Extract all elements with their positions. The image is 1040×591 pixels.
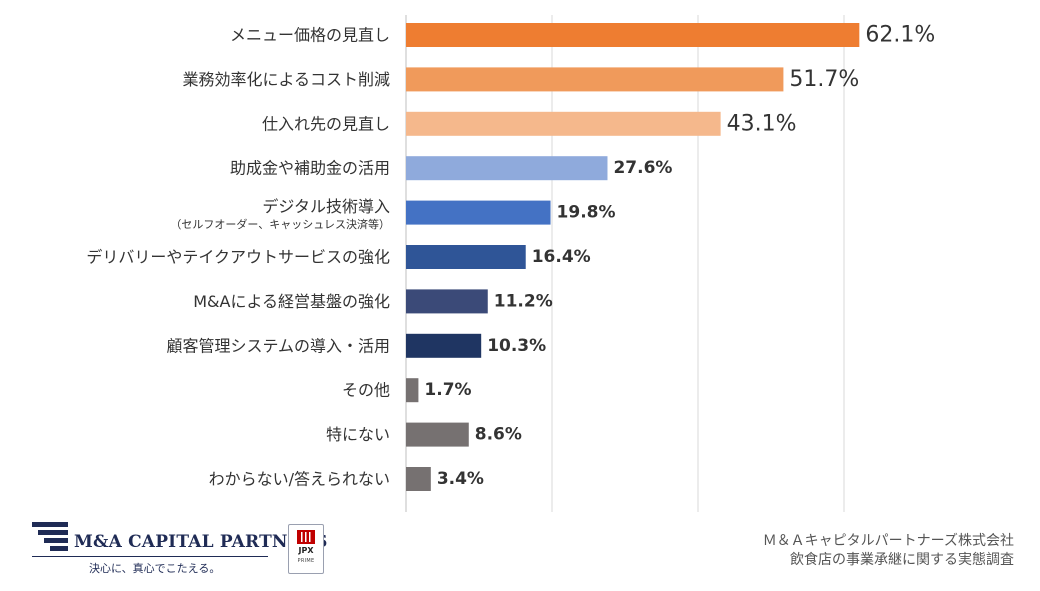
- value-label: 8.6%: [475, 425, 522, 445]
- company-logo-text: M&A CAPITAL PARTNERS: [74, 532, 328, 552]
- bar-chart: メニュー価格の見直し業務効率化によるコスト削減仕入れ先の見直し助成金や補助金の活…: [86, 15, 935, 512]
- category-label: メニュー価格の見直し: [230, 26, 390, 45]
- value-label: 10.3%: [487, 336, 546, 356]
- jpx-prime-badge: JPX PRIME: [288, 524, 324, 574]
- bars: [406, 23, 860, 491]
- bar: [406, 245, 526, 269]
- bar: [406, 67, 784, 92]
- value-label: 51.7%: [789, 67, 859, 92]
- source-survey: 飲食店の事業承継に関する実態調査: [790, 552, 1014, 568]
- bar: [406, 422, 469, 447]
- value-label: 1.7%: [424, 380, 471, 400]
- bar: [406, 156, 608, 181]
- bar: [406, 467, 431, 491]
- category-label: その他: [342, 381, 390, 400]
- value-label: 3.4%: [437, 469, 484, 489]
- company-logo: M&A CAPITAL PARTNERS 決心に、真心でこたえる。: [32, 518, 327, 578]
- value-label: 27.6%: [613, 158, 672, 178]
- category-label: 顧客管理システムの導入・活用: [166, 336, 390, 355]
- category-label: デジタル技術導入: [262, 197, 390, 216]
- category-label: 助成金や補助金の活用: [230, 159, 390, 178]
- bar: [406, 23, 860, 47]
- source-company: Ｍ＆Ａキャピタルパートナーズ株式会社: [762, 533, 1014, 549]
- value-label: 16.4%: [532, 247, 591, 267]
- category-label: デリバリーやテイクアウトサービスの強化: [86, 248, 390, 267]
- bar: [406, 200, 551, 225]
- category-labels: メニュー価格の見直し業務効率化によるコスト削減仕入れ先の見直し助成金や補助金の活…: [86, 26, 390, 489]
- category-label: 業務効率化によるコスト削減: [182, 70, 390, 89]
- source-note: Ｍ＆Ａキャピタルパートナーズ株式会社 飲食店の事業承継に関する実態調査: [763, 532, 1014, 570]
- company-logo-mark-icon: [32, 522, 68, 551]
- bar: [406, 378, 419, 403]
- category-label: M&Aによる経営基盤の強化: [193, 292, 390, 311]
- category-label: わからない/答えられない: [209, 470, 390, 489]
- value-label: 62.1%: [865, 23, 935, 48]
- jpx-mark-icon: [297, 530, 315, 544]
- company-tagline: 決心に、真心でこたえる。: [89, 562, 221, 575]
- logo-divider: [32, 556, 268, 557]
- category-sublabel: （セルフオーダー、キャッシュレス決済等）: [170, 217, 390, 231]
- jpx-label: JPX: [298, 546, 314, 555]
- bar: [406, 111, 721, 136]
- bar: [406, 333, 482, 358]
- category-label: 仕入れ先の見直し: [262, 114, 390, 133]
- value-label: 11.2%: [494, 291, 553, 311]
- value-label: 43.1%: [727, 111, 797, 136]
- jpx-sub-label: PRIME: [297, 558, 315, 564]
- value-label: 19.8%: [557, 203, 616, 223]
- bar: [406, 289, 488, 314]
- category-label: 特にない: [326, 425, 390, 444]
- value-labels: 62.1%51.7% 43.1% 27.6% 19.8% 16.4% 11.2% 10.3%…: [424, 23, 935, 490]
